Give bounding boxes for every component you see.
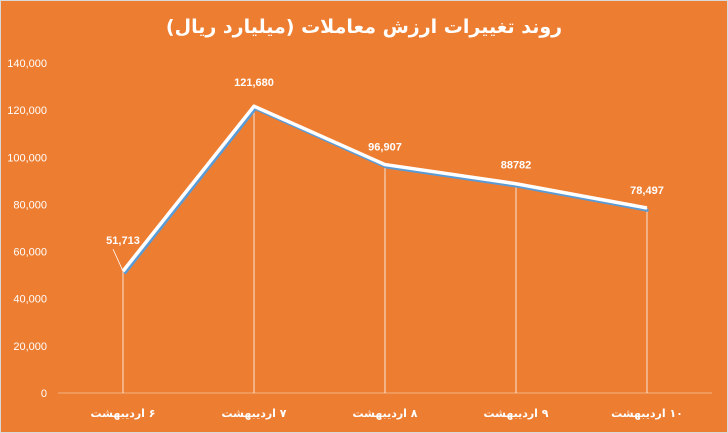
y-tick-label: 20,000 [13,341,47,353]
x-category-label: ۱۰ اردیبهشت [611,407,683,420]
x-category-label: ۸ اردیبهشت [352,407,417,420]
y-tick-label: 140,000 [7,58,47,70]
series-line-shadow [123,107,649,275]
y-tick-label: 80,000 [13,199,47,211]
data-label-leader [112,248,124,272]
data-label: 88782 [501,160,532,172]
data-label: 121,680 [234,77,274,89]
data-label: 96,907 [368,142,402,154]
chart-title: روند تغییرات ارزش معاملات (میلیارد ریال) [165,16,563,38]
x-category-label: ۶ اردیبهشت [90,407,155,420]
y-tick-label: 40,000 [13,294,47,306]
series-line [121,104,648,273]
y-tick-label: 120,000 [7,105,47,117]
y-tick-label: 60,000 [13,247,47,259]
data-label: 51,713 [106,235,140,247]
data-label: 78,497 [630,185,664,197]
x-category-label: ۷ اردیبهشت [221,407,286,420]
x-category-label: ۹ اردیبهشت [483,407,548,420]
y-tick-label: 100,000 [7,152,47,164]
y-tick-label: 0 [41,388,47,400]
